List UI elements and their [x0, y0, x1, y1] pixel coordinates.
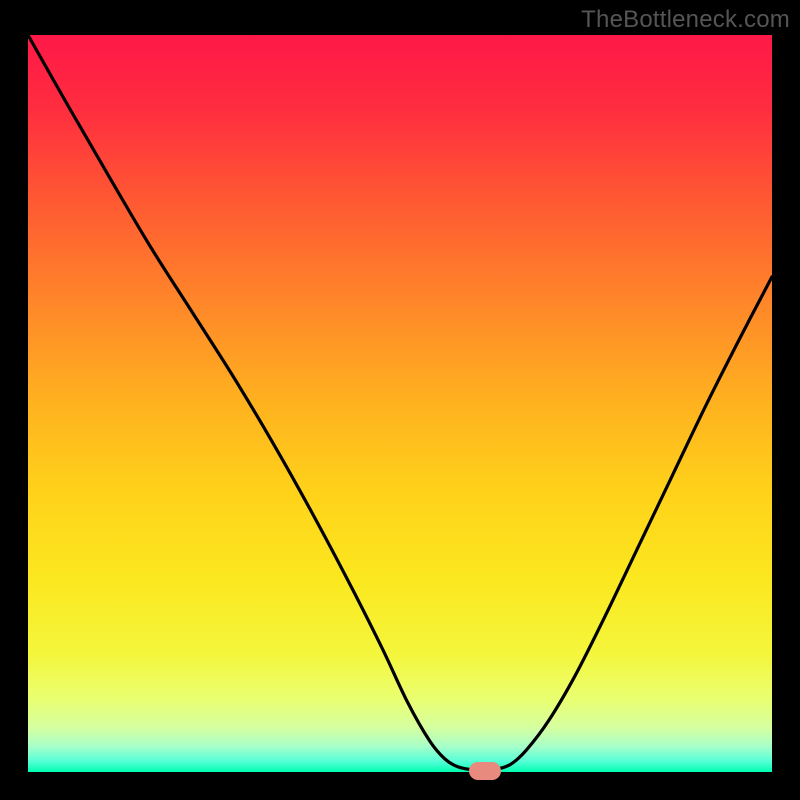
- bottleneck-chart: TheBottleneck.com: [0, 0, 800, 800]
- optimal-marker: [469, 762, 501, 780]
- watermark-text: TheBottleneck.com: [581, 6, 790, 34]
- plot-area: [28, 35, 772, 772]
